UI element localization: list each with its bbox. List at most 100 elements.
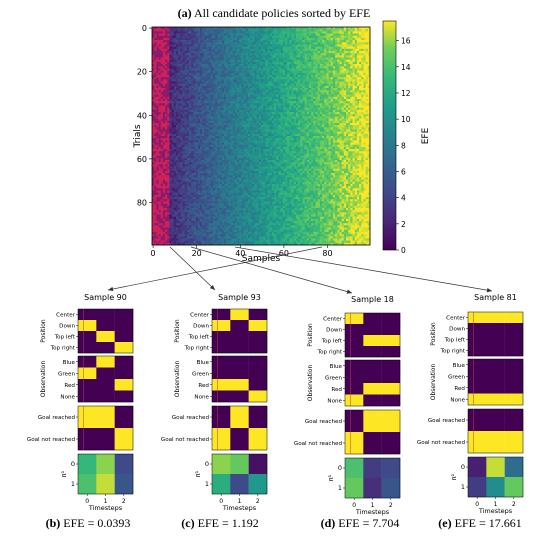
heatmap-cell (284, 68, 288, 71)
heatmap-cell (193, 37, 196, 41)
heatmap-cell (308, 129, 312, 132)
heatmap-cell (228, 64, 231, 67)
heatmap-cell (175, 66, 179, 69)
heatmap-cell (167, 48, 170, 52)
heatmap-cell (359, 88, 362, 91)
heatmap-cell (199, 88, 203, 91)
heatmap-cell (322, 77, 325, 80)
heatmap-cell (332, 96, 336, 100)
heatmap-cell (184, 61, 188, 65)
heatmap-cell (241, 120, 244, 124)
heatmap-cell (265, 127, 268, 130)
heatmap-cell (184, 48, 188, 52)
heatmap-cell (330, 61, 334, 65)
heatmap-cell (263, 81, 266, 84)
heatmap-cell (300, 42, 303, 45)
heatmap-cell (252, 31, 255, 34)
heatmap-cell (267, 112, 271, 115)
heatmap-cell (313, 37, 316, 41)
heatmap-cell (346, 31, 349, 34)
heatmap-cell (165, 55, 168, 58)
heatmap-cell (315, 57, 318, 60)
heatmap-cell (315, 131, 318, 135)
heatmap-cell (311, 103, 314, 106)
heatmap-cell (206, 98, 209, 102)
heatmap-cell (284, 125, 288, 128)
heatmap-cell (287, 105, 290, 108)
heatmap-cell (361, 81, 364, 84)
heatmap-cell (313, 127, 316, 130)
heatmap-cell (204, 57, 207, 60)
heatmap-cell (280, 53, 284, 56)
heatmap-cell (261, 64, 264, 67)
heatmap-cell (241, 57, 244, 60)
heatmap-cell (322, 40, 325, 43)
heatmap-cell (171, 90, 175, 93)
heatmap-cell (361, 92, 364, 95)
heatmap-cell (261, 116, 264, 119)
heatmap-cell (178, 53, 181, 56)
heatmap-cell (354, 114, 358, 117)
heatmap-cell (341, 66, 345, 69)
heatmap-cell (215, 125, 218, 128)
heatmap-cell (215, 35, 218, 39)
heatmap-cell (359, 72, 362, 76)
heatmap-cell (197, 122, 201, 126)
heatmap-cell (186, 31, 190, 34)
heatmap-cell (302, 33, 305, 37)
heatmap-cell (269, 42, 273, 45)
heatmap-cell (252, 61, 255, 65)
heatmap-cell (289, 72, 292, 76)
heatmap-cell (237, 59, 240, 63)
heatmap-cell (230, 44, 233, 47)
heatmap-cell (306, 81, 310, 84)
heatmap-cell (226, 94, 229, 98)
heatmap-cell (265, 94, 268, 98)
heatmap-cell (206, 29, 209, 32)
heatmap-cell (330, 98, 334, 102)
heatmap-cell (182, 112, 185, 115)
heatmap-cell (278, 83, 281, 87)
heatmap-cell (254, 129, 257, 132)
heatmap-cell (226, 50, 229, 54)
heatmap-cell (271, 85, 275, 89)
heatmap-cell (173, 37, 177, 41)
heatmap-cell (180, 46, 183, 50)
heatmap-cell (324, 40, 327, 43)
heatmap-cell (271, 120, 275, 124)
heatmap-cell (330, 112, 334, 115)
heatmap-cell (167, 133, 170, 137)
heatmap-cell (356, 70, 360, 74)
heatmap-cell (315, 50, 318, 54)
heatmap-cell (265, 55, 268, 58)
heatmap-cell (348, 85, 351, 89)
heatmap-cell (346, 37, 349, 41)
heatmap-cell (361, 131, 364, 135)
heatmap-cell (256, 101, 260, 104)
heatmap-cell (365, 83, 369, 87)
heatmap-cell (193, 105, 196, 108)
heatmap-cell (243, 48, 247, 52)
heatmap-cell (302, 85, 305, 89)
heatmap-cell (226, 101, 229, 104)
heatmap-cell (313, 27, 316, 30)
heatmap-cell (213, 57, 216, 60)
heatmap-cell (221, 46, 225, 50)
heatmap-cell (252, 131, 255, 135)
heatmap-cell (298, 127, 301, 130)
heatmap-cell (156, 129, 159, 132)
heatmap-cell (308, 101, 312, 104)
heatmap-cell (154, 125, 157, 128)
heatmap-cell (180, 61, 183, 65)
heatmap-cell (346, 46, 349, 50)
heatmap-cell (180, 79, 183, 82)
heatmap-cell (173, 66, 177, 69)
heatmap-cell (289, 96, 292, 100)
heatmap-cell (263, 64, 266, 67)
heatmap-cell (173, 53, 177, 56)
heatmap-cell (175, 46, 179, 50)
heatmap-cell (245, 33, 249, 37)
heatmap-cell (335, 125, 338, 128)
heatmap-cell (306, 61, 310, 65)
heatmap-cell (178, 112, 181, 115)
